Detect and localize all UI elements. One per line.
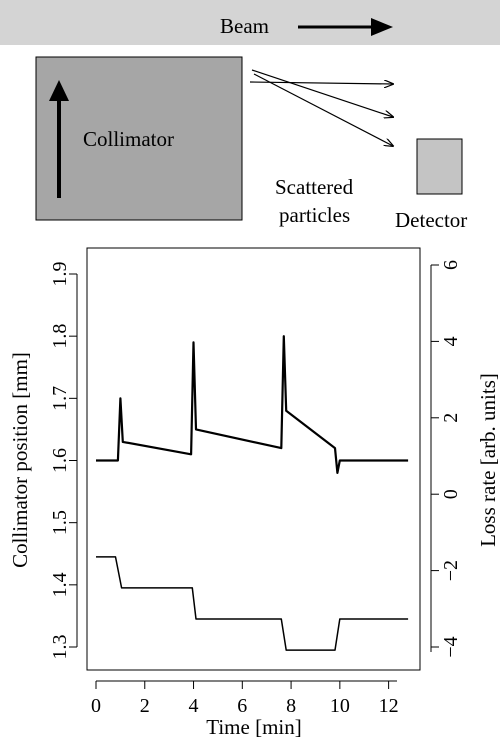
collimator-block <box>35 56 243 221</box>
collimator-position-line <box>96 556 409 651</box>
setup-diagram: Beam Collimator Scattered particles Dete… <box>0 0 500 232</box>
y-right-tick-label-5: 6 <box>440 260 462 270</box>
x-tick-label-4: 8 <box>286 695 296 717</box>
x-tick-label-6: 12 <box>379 695 399 717</box>
y-left-axis-label: Collimator position [mm] <box>8 352 32 568</box>
y-left-tick-label-4: 1.7 <box>49 386 71 411</box>
x-tick-label-2: 4 <box>189 695 199 717</box>
y-left-tick-label-3: 1.6 <box>49 448 71 473</box>
y-right-axis-label: Loss rate [arb. units] <box>476 373 500 547</box>
y-left-tick-label-6: 1.9 <box>49 262 71 287</box>
y-right-axis: −4 −2 0 2 4 6 <box>430 260 462 658</box>
scattered-label-line2: particles <box>279 203 350 227</box>
beam-band <box>0 0 500 45</box>
loss-chart: 0 2 4 6 8 10 12 1.3 1.4 1.5 1.6 1.7 1.8 1.9 −4 −2 0 2 4 6… <box>8 247 500 739</box>
collimator-arrow-icon <box>49 80 69 198</box>
x-axis: 0 2 4 6 8 10 12 <box>91 680 399 717</box>
y-left-tick-label-1: 1.4 <box>49 572 71 597</box>
y-left-tick-label-2: 1.5 <box>49 510 71 535</box>
y-left-tick-label-5: 1.8 <box>49 324 71 349</box>
x-axis-label: Time [min] <box>206 715 301 739</box>
y-right-tick-label-3: 2 <box>440 413 462 423</box>
y-right-tick-label-4: 4 <box>440 336 462 346</box>
detector-label: Detector <box>395 208 467 232</box>
x-tick-label-0: 0 <box>91 695 101 717</box>
scattered-label-line1: Scattered <box>275 175 354 199</box>
y-right-tick-label-2: 0 <box>440 489 462 499</box>
x-tick-label-1: 2 <box>140 695 150 717</box>
beam-arrow-icon <box>298 18 393 36</box>
scattered-trajectories <box>249 69 393 146</box>
beam-label: Beam <box>220 14 269 38</box>
loss-rate-line <box>96 335 409 474</box>
y-left-tick-label-0: 1.3 <box>49 635 71 660</box>
series-layer <box>96 335 409 651</box>
detector-block <box>416 138 463 195</box>
y-right-tick-label-1: −2 <box>440 560 462 581</box>
plot-frame <box>86 247 421 671</box>
x-tick-label-5: 10 <box>330 695 350 717</box>
y-left-axis: 1.3 1.4 1.5 1.6 1.7 1.8 1.9 <box>49 262 78 660</box>
y-right-tick-label-0: −4 <box>440 636 462 657</box>
x-tick-label-3: 6 <box>237 695 247 717</box>
collimator-label: Collimator <box>83 127 174 151</box>
